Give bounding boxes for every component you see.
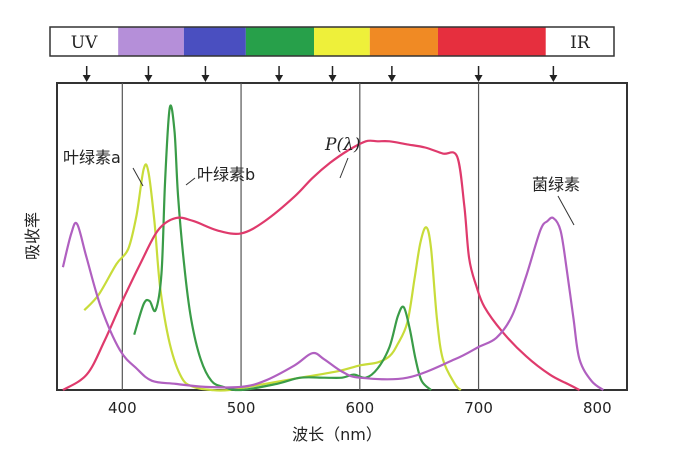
x-axis-ticks: 400 500 600 700 800 <box>108 399 612 417</box>
band-arrow-head-6 <box>474 75 483 82</box>
x-tick-label-500: 500 <box>227 399 256 417</box>
annotation-chlorophyll-b: 叶绿素b <box>197 165 255 184</box>
annotation-leader-chlorophyll-b <box>185 177 196 186</box>
spectrum-band-3 <box>245 27 315 56</box>
series-p-lambda <box>62 139 580 391</box>
annotation-chlorophyll-a: 叶绿素a <box>63 148 121 167</box>
spectrum-band-0 <box>50 27 119 56</box>
x-tick-label-800: 800 <box>583 399 612 417</box>
x-axis-label: 波长（nm） <box>292 425 382 444</box>
series-bacteriochlorophyll <box>61 216 604 391</box>
spectrum-band-label-7: IR <box>570 33 591 53</box>
band-arrow-head-7 <box>549 75 558 82</box>
annotation-leader-chlorophyll-a <box>132 167 144 187</box>
spectrum-band-7 <box>545 27 614 56</box>
series-lines <box>61 104 604 392</box>
x-tick-label-400: 400 <box>108 399 137 417</box>
plot-border <box>56 82 628 391</box>
plot-area <box>56 82 628 391</box>
spectrum-band-outline <box>49 26 615 57</box>
band-arrow-head-3 <box>275 75 284 82</box>
band-arrow-head-4 <box>328 75 337 82</box>
x-tick-label-600: 600 <box>345 399 374 417</box>
annotation-leader-p-lambda <box>339 157 349 179</box>
spectrum-band-6 <box>437 27 546 56</box>
spectrum-band-4 <box>314 27 370 56</box>
y-axis-label: 吸收率 <box>23 212 42 260</box>
spectrum-band-1 <box>118 27 184 56</box>
series-chlorophyll-a <box>83 163 462 392</box>
band-arrows <box>82 66 558 82</box>
annotation-leader-bacteriochlorophyll <box>557 195 575 226</box>
band-arrow-head-5 <box>387 75 396 82</box>
spectrum-band-bar: UV IR <box>49 26 615 57</box>
series-chlorophyll-b <box>133 104 432 392</box>
x-tick-label-700: 700 <box>464 399 493 417</box>
annotation-p-lambda: P(λ) <box>324 135 360 155</box>
spectrum-band-5 <box>369 27 438 56</box>
series-annotations: 叶绿素a 叶绿素b P(λ) 菌绿素 <box>63 135 580 226</box>
annotation-bacteriochlorophyll: 菌绿素 <box>532 175 580 194</box>
vertical-gridlines <box>121 83 480 390</box>
spectrum-band-label-0: UV <box>71 33 98 53</box>
band-arrow-head-2 <box>201 75 210 82</box>
band-arrow-head-0 <box>82 75 91 82</box>
band-arrow-head-1 <box>144 75 153 82</box>
spectrum-band-2 <box>183 27 246 56</box>
